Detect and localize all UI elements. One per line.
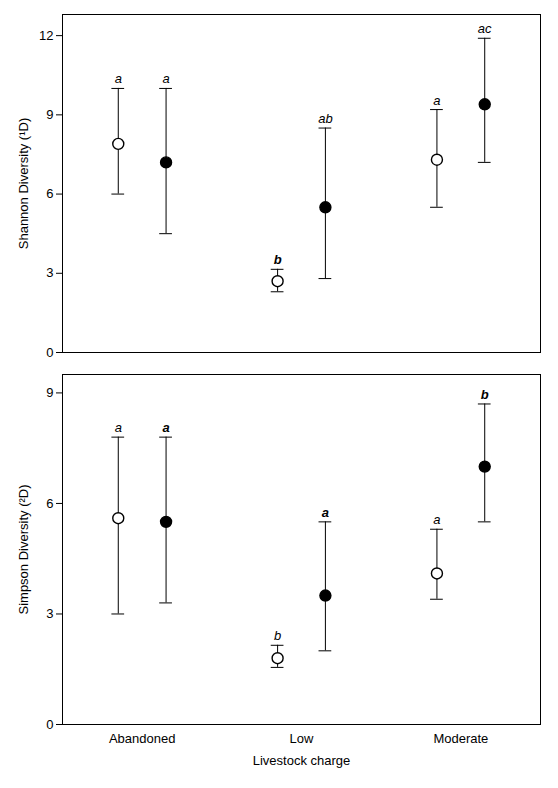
svg-text:0: 0 <box>46 717 53 732</box>
svg-text:12: 12 <box>39 28 53 43</box>
svg-text:a: a <box>115 71 122 86</box>
svg-text:3: 3 <box>46 606 53 621</box>
svg-text:ab: ab <box>318 111 332 126</box>
svg-text:Livestock charge: Livestock charge <box>253 753 351 768</box>
svg-text:a: a <box>162 420 169 435</box>
svg-text:3: 3 <box>46 265 53 280</box>
svg-text:Shannon Diversity (¹D): Shannon Diversity (¹D) <box>16 118 31 250</box>
svg-text:Moderate: Moderate <box>433 731 488 746</box>
svg-text:a: a <box>115 420 122 435</box>
svg-text:6: 6 <box>46 496 53 511</box>
svg-text:0: 0 <box>46 345 53 360</box>
svg-text:a: a <box>433 93 440 108</box>
svg-text:b: b <box>274 252 282 267</box>
svg-text:9: 9 <box>46 107 53 122</box>
svg-text:b: b <box>274 628 281 643</box>
svg-text:Simpson Diversity (²D): Simpson Diversity (²D) <box>16 484 31 614</box>
svg-text:ac: ac <box>478 21 492 36</box>
svg-text:Abandoned: Abandoned <box>109 731 176 746</box>
svg-text:9: 9 <box>46 385 53 400</box>
svg-text:6: 6 <box>46 186 53 201</box>
svg-text:a: a <box>162 71 169 86</box>
svg-text:a: a <box>433 512 440 527</box>
svg-text:Low: Low <box>290 731 314 746</box>
svg-text:a: a <box>322 505 329 520</box>
svg-text:b: b <box>481 387 489 402</box>
